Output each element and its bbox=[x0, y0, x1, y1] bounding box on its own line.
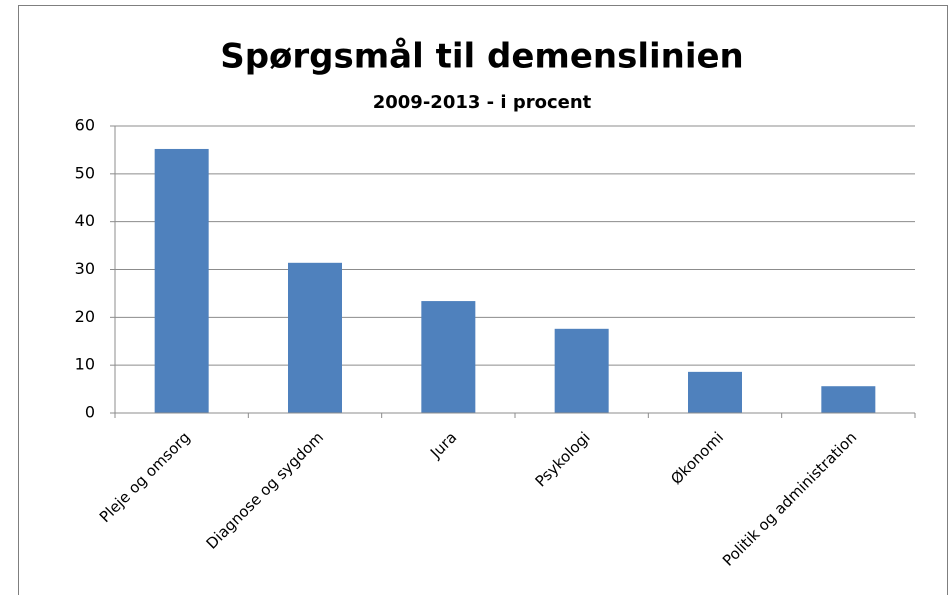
y-tick-label: 0 bbox=[85, 403, 95, 422]
y-tick-label: 20 bbox=[75, 307, 95, 326]
chart-frame bbox=[18, 5, 948, 595]
x-tick-label: Økonomi bbox=[667, 428, 727, 488]
x-tick-label: Diagnose og sygdom bbox=[203, 428, 327, 552]
bar bbox=[154, 148, 209, 413]
y-tick-label: 40 bbox=[75, 211, 95, 230]
bar bbox=[688, 371, 742, 413]
chart-subtitle: 2009-2013 - i procent bbox=[373, 92, 592, 113]
bar bbox=[421, 301, 476, 413]
bar bbox=[288, 262, 342, 413]
x-tick-label: Psykologi bbox=[532, 428, 594, 490]
y-tick-label: 10 bbox=[75, 355, 95, 374]
x-tick-label: Pleje og omsorg bbox=[96, 428, 194, 526]
bar bbox=[554, 328, 609, 413]
x-tick-label: Jura bbox=[426, 428, 460, 462]
x-tick-label: Politik og administration bbox=[719, 428, 860, 569]
y-tick-label: 60 bbox=[75, 116, 95, 135]
y-tick-label: 30 bbox=[75, 259, 95, 278]
bar bbox=[821, 386, 876, 413]
chart-title: Spørgsmål til demenslinien bbox=[220, 37, 744, 77]
y-tick-label: 50 bbox=[75, 163, 95, 182]
